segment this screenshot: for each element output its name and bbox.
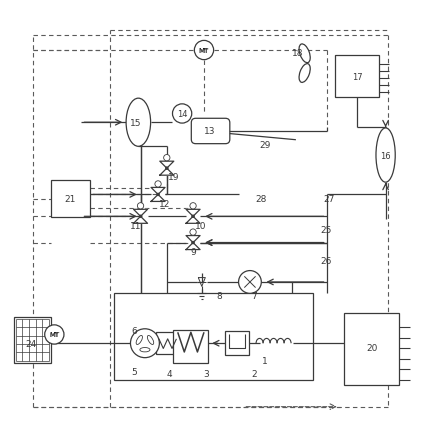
Polygon shape (160, 162, 174, 176)
Circle shape (172, 105, 192, 124)
Text: 1: 1 (262, 357, 268, 365)
Text: 14: 14 (177, 110, 187, 119)
Polygon shape (186, 210, 200, 224)
Bar (114, 293, 313, 381)
Circle shape (155, 181, 161, 187)
Text: 9: 9 (190, 247, 196, 256)
Text: 4: 4 (166, 370, 172, 378)
Text: 25: 25 (321, 226, 332, 234)
Circle shape (194, 41, 214, 60)
Text: 27: 27 (323, 195, 334, 204)
Bar (344, 313, 399, 385)
Text: 7: 7 (252, 291, 257, 300)
Polygon shape (151, 188, 165, 202)
Text: 13: 13 (203, 127, 215, 136)
Circle shape (45, 325, 64, 344)
Text: 2: 2 (252, 370, 257, 378)
Text: 18: 18 (292, 49, 304, 57)
Text: 3: 3 (203, 370, 209, 378)
Ellipse shape (299, 64, 310, 83)
Ellipse shape (140, 348, 150, 352)
Text: MT: MT (199, 48, 209, 54)
Bar (225, 331, 249, 356)
Polygon shape (133, 210, 148, 224)
Bar (156, 332, 178, 354)
Text: 19: 19 (167, 172, 179, 181)
Ellipse shape (148, 336, 154, 345)
Ellipse shape (126, 99, 151, 147)
Text: 21: 21 (65, 195, 76, 204)
Text: 16: 16 (380, 151, 391, 160)
Circle shape (239, 271, 261, 293)
Circle shape (137, 203, 144, 209)
Text: 20: 20 (367, 343, 378, 352)
Circle shape (131, 329, 159, 358)
Text: 17: 17 (352, 73, 362, 81)
Circle shape (139, 215, 142, 218)
Circle shape (163, 155, 170, 162)
Bar (335, 57, 379, 98)
Ellipse shape (136, 336, 143, 345)
Ellipse shape (376, 129, 395, 183)
Circle shape (157, 194, 159, 196)
Bar (173, 330, 208, 363)
Text: 10: 10 (195, 221, 206, 230)
Text: 28: 28 (255, 195, 267, 204)
Text: 26: 26 (321, 256, 332, 265)
Text: 24: 24 (26, 339, 37, 348)
Text: 5: 5 (131, 367, 137, 376)
Bar (14, 317, 51, 363)
Circle shape (190, 203, 196, 209)
Text: 29: 29 (260, 140, 271, 149)
Text: 12: 12 (159, 199, 170, 208)
Bar (51, 181, 90, 218)
Circle shape (190, 230, 196, 236)
Circle shape (192, 242, 194, 244)
Circle shape (165, 167, 168, 170)
Text: 15: 15 (130, 118, 142, 127)
Text: MT: MT (199, 49, 209, 53)
Text: 11: 11 (129, 221, 141, 230)
FancyBboxPatch shape (191, 119, 230, 145)
Text: MT: MT (50, 332, 59, 337)
Text: 8: 8 (217, 291, 222, 300)
Text: 6: 6 (131, 326, 137, 335)
Ellipse shape (299, 45, 310, 64)
Polygon shape (186, 236, 200, 250)
Circle shape (192, 215, 194, 218)
Text: MT: MT (49, 332, 59, 338)
